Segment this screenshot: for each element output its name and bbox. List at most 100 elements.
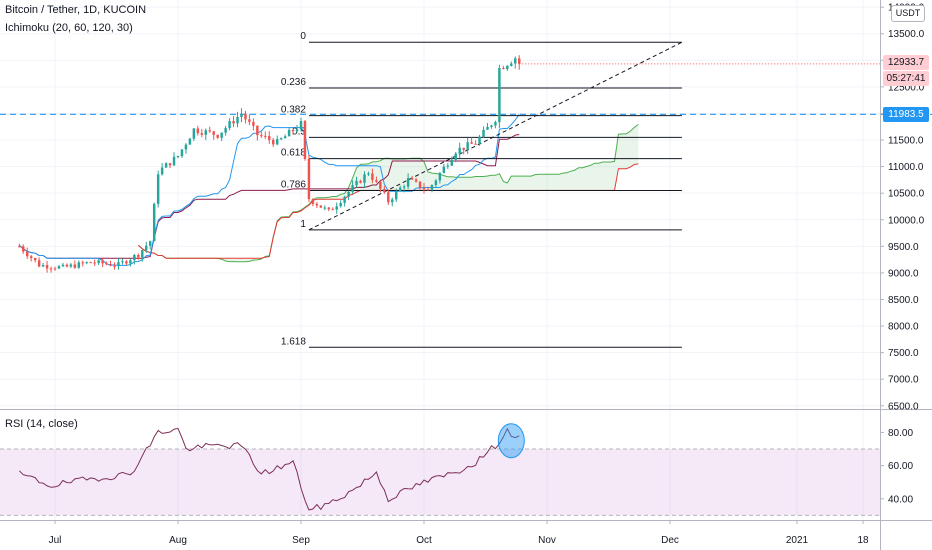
candle-body — [61, 264, 65, 267]
time-axis-tick-label: 18 — [857, 535, 869, 546]
time-axis-tick-label: Oct — [416, 535, 432, 546]
price-axis-tick-label: 10000.0 — [888, 215, 925, 226]
candle-body — [422, 188, 426, 190]
candle-body — [379, 181, 382, 189]
rsi-legend[interactable]: RSI (14, close) — [5, 418, 78, 430]
candle-body — [343, 196, 346, 203]
candle-body — [204, 130, 208, 135]
candle-body — [303, 121, 307, 159]
price-axis-tick-label: 7500.0 — [888, 348, 919, 359]
candle-body — [200, 133, 204, 135]
candle-body — [133, 255, 136, 261]
candle-body — [466, 142, 469, 150]
candle-body — [113, 265, 116, 267]
indicator-legend[interactable]: Ichimoku (20, 60, 120, 30) — [5, 22, 133, 34]
candle-body — [446, 165, 450, 167]
candle-body — [208, 130, 211, 132]
candle-body — [184, 144, 188, 150]
candle-body — [192, 128, 196, 139]
candle-body — [287, 129, 291, 137]
candle-body — [152, 203, 156, 242]
horizontal-line-price-tag: 11983.5 — [883, 107, 929, 122]
candle-body — [121, 261, 124, 263]
candle-body — [271, 139, 275, 145]
candle-body — [398, 187, 402, 192]
candle-body — [65, 264, 69, 267]
candle-body — [117, 262, 120, 266]
rsi-line — [18, 427, 520, 511]
price-axis-tick-label: 12500.0 — [888, 82, 925, 93]
candle-body — [375, 180, 378, 182]
candle-body — [383, 188, 386, 193]
candle-body — [470, 142, 473, 144]
candle-body — [295, 129, 299, 132]
candle-body — [125, 261, 128, 264]
candle-body — [268, 136, 271, 140]
candle-body — [514, 58, 517, 64]
candle-body — [327, 207, 331, 210]
candle-body — [454, 153, 457, 160]
candle-body — [260, 135, 263, 137]
candle-body — [85, 262, 88, 264]
candle-body — [228, 121, 231, 129]
candle-body — [57, 266, 61, 269]
candle-body — [49, 268, 53, 270]
candle-body — [141, 250, 144, 258]
candle-body — [335, 206, 338, 210]
price-axis-tick-label: 13500.0 — [888, 29, 925, 40]
candle-body — [394, 191, 398, 200]
candle-body — [93, 262, 96, 264]
candle-body — [172, 156, 176, 166]
time-axis-tick-label: Aug — [169, 535, 187, 546]
candle-body — [502, 68, 505, 70]
candle-body — [164, 163, 168, 168]
candle-body — [426, 189, 430, 191]
candle-body — [176, 156, 180, 158]
candle-body — [486, 126, 489, 130]
candle-body — [283, 136, 287, 139]
time-axis-tick-label: Sep — [292, 535, 310, 546]
candle-body — [410, 178, 414, 180]
candle-body — [81, 262, 85, 264]
last-price-tag: 12933.7 — [883, 55, 929, 70]
price-axis-tick-label: 8500.0 — [888, 295, 919, 306]
candle-body — [367, 173, 370, 175]
candle-body — [41, 265, 45, 267]
candle-body — [307, 158, 311, 200]
candle-body — [101, 260, 104, 264]
candle-body — [494, 122, 497, 126]
fib-level-label: 0 — [300, 31, 306, 42]
candle-body — [188, 138, 192, 145]
candle-body — [105, 263, 108, 265]
candle-body — [311, 199, 315, 204]
candle-body — [299, 121, 303, 130]
candle-body — [442, 166, 446, 173]
candle-body — [148, 241, 152, 246]
candle-body — [315, 203, 319, 206]
time-axis-tick-label: Dec — [661, 535, 679, 546]
candle-body — [232, 121, 235, 124]
rsi-axis-tick-label: 80.00 — [888, 428, 913, 439]
candle-body — [291, 129, 295, 132]
rsi-axis-tick-label: 40.00 — [888, 494, 913, 505]
candle-body — [462, 147, 465, 150]
candle-body — [359, 180, 362, 183]
candle-body — [498, 68, 501, 123]
candle-body — [414, 179, 418, 182]
candle-body — [22, 246, 25, 252]
candle-body — [168, 163, 172, 166]
candle-body — [387, 192, 390, 203]
candle-body — [490, 125, 493, 127]
candle-body — [339, 202, 342, 207]
candle-body — [244, 113, 247, 120]
currency-button[interactable]: USDT — [891, 5, 925, 22]
candle-body — [109, 264, 112, 266]
candle-body — [438, 172, 442, 181]
price-axis-tick-label: 11000.0 — [888, 162, 924, 173]
candle-body — [355, 180, 358, 186]
candle-body — [450, 159, 454, 166]
candle-body — [220, 132, 223, 138]
candle-body — [224, 128, 227, 133]
candle-body — [331, 209, 334, 211]
